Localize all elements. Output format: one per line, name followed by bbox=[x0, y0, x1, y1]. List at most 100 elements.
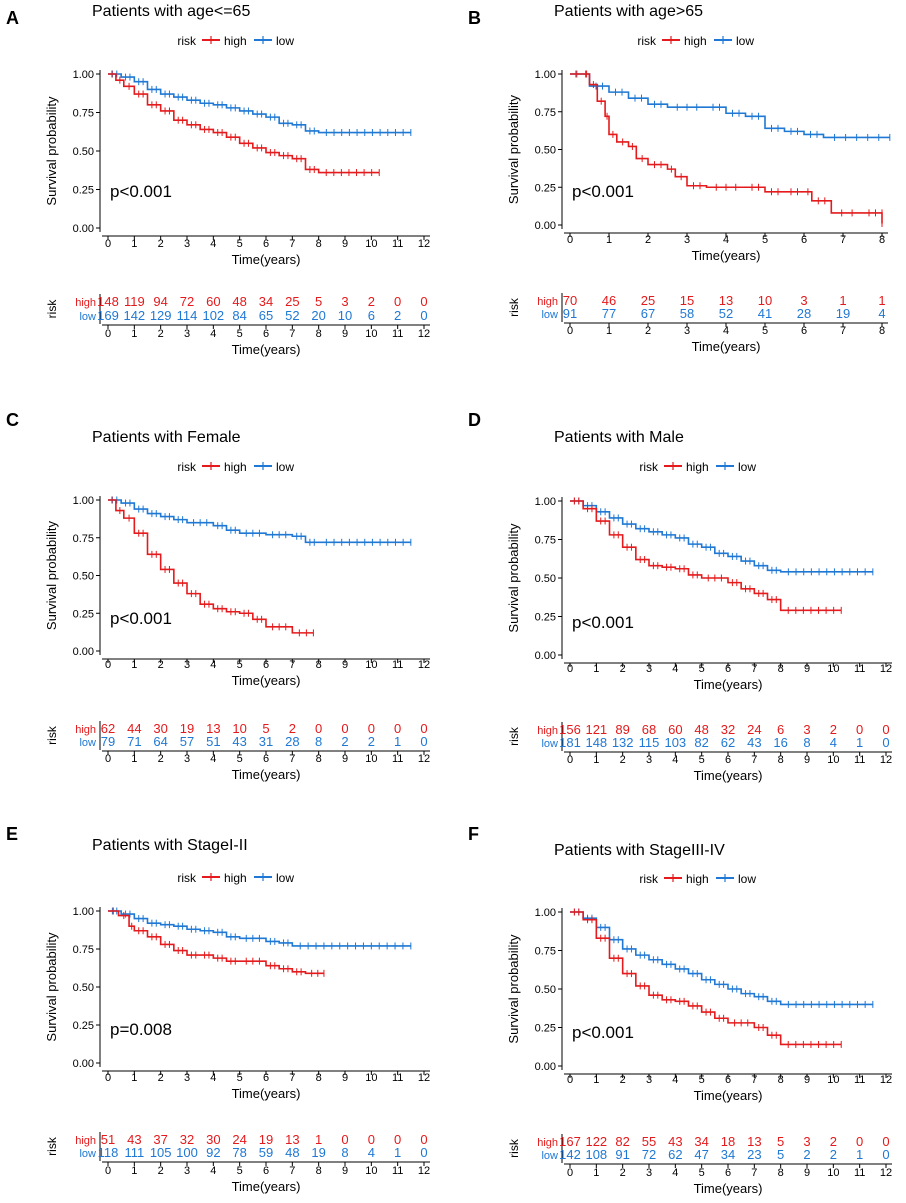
p-value: p<0.001 bbox=[572, 613, 634, 632]
risk-count-high: 82 bbox=[615, 1134, 629, 1149]
risk-axis-title: risk bbox=[507, 1138, 521, 1158]
risk-count-high: 5 bbox=[262, 721, 269, 736]
risk-x-tick-label: 12 bbox=[880, 1167, 892, 1179]
x-axis-title: Time(years) bbox=[694, 677, 763, 692]
legend-title: risk bbox=[177, 34, 197, 48]
risk-count-high: 43 bbox=[127, 1132, 141, 1147]
x-tick-label: 2 bbox=[158, 1072, 164, 1084]
risk-x-tick-label: 1 bbox=[131, 328, 137, 340]
risk-count-high: 121 bbox=[585, 722, 607, 737]
panel-title: Patients with Female bbox=[92, 429, 241, 446]
risk-axis-title: risk bbox=[507, 297, 521, 317]
risk-x-tick-label: 6 bbox=[263, 1165, 269, 1177]
risk-count-high: 0 bbox=[394, 721, 401, 736]
risk-x-tick-label: 8 bbox=[316, 328, 322, 340]
risk-x-tick-label: 3 bbox=[184, 1165, 190, 1177]
risk-x-tick-label: 4 bbox=[723, 325, 729, 337]
risk-x-tick-label: 0 bbox=[105, 753, 111, 765]
risk-count-low: 51 bbox=[206, 734, 220, 749]
panel-letter: A bbox=[6, 8, 19, 28]
risk-count-low: 84 bbox=[232, 308, 246, 323]
risk-count-low: 62 bbox=[721, 735, 735, 750]
x-tick-label: 8 bbox=[778, 663, 784, 675]
risk-count-high: 0 bbox=[368, 721, 375, 736]
risk-count-low: 181 bbox=[559, 735, 581, 750]
risk-count-high: 5 bbox=[777, 1134, 784, 1149]
risk-count-high: 30 bbox=[206, 1132, 220, 1147]
x-tick-label: 8 bbox=[879, 234, 885, 246]
risk-x-tick-label: 3 bbox=[646, 754, 652, 766]
x-tick-label: 8 bbox=[778, 1074, 784, 1086]
x-axis-title: Time(years) bbox=[232, 1086, 301, 1101]
risk-count-high: 0 bbox=[420, 721, 427, 736]
x-tick-label: 0 bbox=[105, 659, 111, 671]
curve-high bbox=[108, 499, 314, 634]
x-tick-label: 11 bbox=[392, 1072, 403, 1084]
y-tick-label: 1.00 bbox=[73, 906, 94, 918]
panel-letter: C bbox=[6, 410, 19, 430]
risk-row-label-high: high bbox=[537, 296, 558, 308]
risk-count-high: 44 bbox=[127, 721, 141, 736]
x-tick-label: 3 bbox=[184, 659, 190, 671]
risk-count-low: 16 bbox=[773, 735, 787, 750]
risk-count-high: 34 bbox=[259, 294, 273, 309]
legend: risk high low bbox=[177, 460, 294, 474]
risk-count-low: 82 bbox=[694, 735, 708, 750]
legend-label-high: high bbox=[686, 460, 709, 474]
x-tick-label: 1 bbox=[131, 1072, 137, 1084]
legend-title: risk bbox=[639, 872, 659, 886]
risk-count-high: 32 bbox=[721, 722, 735, 737]
risk-count-low: 28 bbox=[285, 734, 299, 749]
x-tick-label: 12 bbox=[880, 1074, 892, 1086]
risk-x-tick-label: 10 bbox=[365, 1165, 377, 1177]
risk-count-low: 10 bbox=[338, 308, 352, 323]
risk-axis-title: risk bbox=[45, 1136, 59, 1156]
risk-count-low: 2 bbox=[394, 308, 401, 323]
x-tick-label: 0 bbox=[567, 1074, 573, 1086]
risk-x-axis-title: Time(years) bbox=[232, 767, 301, 782]
risk-count-low: 0 bbox=[420, 308, 427, 323]
curve-high bbox=[570, 500, 842, 612]
risk-x-tick-label: 6 bbox=[263, 753, 269, 765]
risk-count-low: 20 bbox=[311, 308, 325, 323]
risk-x-tick-label: 5 bbox=[762, 325, 768, 337]
risk-x-tick-label: 4 bbox=[672, 1167, 678, 1179]
y-tick-label: 0.25 bbox=[73, 608, 94, 620]
risk-count-low: 0 bbox=[420, 734, 427, 749]
x-tick-label: 0 bbox=[105, 1072, 111, 1084]
x-tick-label: 11 bbox=[854, 1074, 865, 1086]
risk-count-low: 58 bbox=[680, 306, 694, 321]
x-tick-label: 7 bbox=[289, 238, 295, 250]
risk-x-tick-label: 0 bbox=[567, 1167, 573, 1179]
x-tick-label: 5 bbox=[237, 1072, 243, 1084]
legend-title: risk bbox=[177, 871, 197, 885]
x-tick-label: 1 bbox=[131, 659, 137, 671]
risk-count-low: 1 bbox=[394, 1145, 401, 1160]
risk-count-high: 19 bbox=[180, 721, 194, 736]
x-tick-label: 12 bbox=[418, 1072, 430, 1084]
risk-count-high: 3 bbox=[803, 722, 810, 737]
risk-x-tick-label: 3 bbox=[646, 1167, 652, 1179]
risk-count-high: 3 bbox=[341, 294, 348, 309]
risk-x-tick-label: 7 bbox=[751, 1167, 757, 1179]
x-tick-label: 1 bbox=[131, 238, 137, 250]
risk-row-label-high: high bbox=[75, 724, 96, 736]
panel-letter: E bbox=[6, 824, 18, 844]
risk-count-low: 8 bbox=[315, 734, 322, 749]
x-tick-label: 12 bbox=[418, 238, 430, 250]
y-tick-label: 0.50 bbox=[73, 571, 94, 583]
risk-x-tick-label: 2 bbox=[158, 1165, 164, 1177]
legend-label-low: low bbox=[738, 872, 756, 886]
risk-count-high: 119 bbox=[124, 294, 145, 309]
x-tick-label: 4 bbox=[210, 1072, 216, 1084]
x-tick-label: 1 bbox=[593, 663, 599, 675]
risk-count-low: 105 bbox=[150, 1145, 172, 1160]
risk-count-low: 8 bbox=[341, 1145, 348, 1160]
risk-x-tick-label: 10 bbox=[365, 753, 377, 765]
risk-count-low: 31 bbox=[259, 734, 273, 749]
legend-label-high: high bbox=[224, 871, 247, 885]
y-tick-label: 0.75 bbox=[535, 946, 556, 958]
x-tick-label: 11 bbox=[392, 238, 403, 250]
